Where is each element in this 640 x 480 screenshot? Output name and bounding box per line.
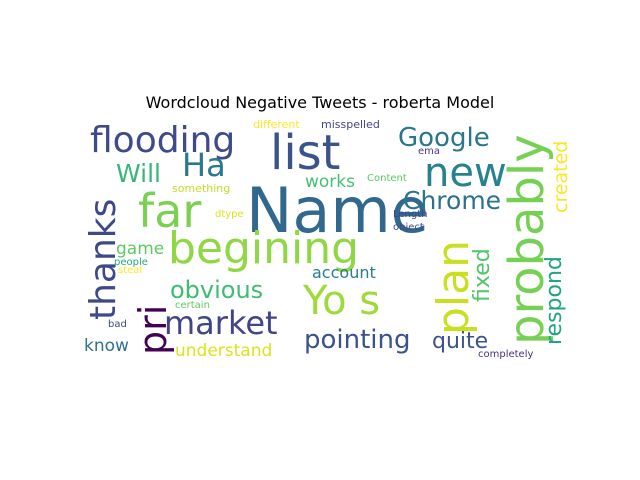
word: fixed bbox=[470, 248, 495, 302]
word: Google bbox=[398, 123, 490, 153]
word: begining bbox=[168, 223, 360, 274]
word: flooding bbox=[90, 120, 236, 161]
word: Length bbox=[393, 209, 428, 220]
word: obvious bbox=[170, 276, 264, 304]
word: object bbox=[393, 222, 424, 233]
word: Ha bbox=[182, 146, 226, 184]
word: new bbox=[424, 150, 507, 196]
word: certain bbox=[175, 300, 210, 311]
word: market bbox=[164, 304, 278, 342]
word: understand bbox=[175, 341, 273, 361]
word: different bbox=[253, 118, 300, 131]
word: misspelled bbox=[321, 118, 380, 131]
word: something bbox=[172, 182, 231, 195]
word: quite bbox=[432, 329, 489, 354]
word: steal bbox=[118, 265, 143, 276]
word: created bbox=[550, 140, 572, 213]
word: far bbox=[138, 184, 202, 238]
word: completely bbox=[478, 349, 534, 360]
word: works bbox=[305, 172, 355, 192]
word: dtype bbox=[215, 209, 244, 220]
word: pointing bbox=[304, 325, 411, 355]
word: ema bbox=[418, 146, 441, 157]
word: Yo s bbox=[303, 278, 381, 324]
word: respond bbox=[542, 256, 567, 345]
word: know bbox=[84, 336, 129, 356]
word: game bbox=[116, 239, 165, 259]
word: Will bbox=[116, 159, 162, 188]
word: Content bbox=[367, 173, 407, 184]
chart-title: Wordcloud Negative Tweets - roberta Mode… bbox=[145, 93, 495, 112]
word: people bbox=[114, 257, 148, 268]
word: list bbox=[270, 125, 341, 181]
word: bad bbox=[108, 319, 127, 330]
word: Chrome bbox=[403, 186, 502, 215]
word: account bbox=[312, 263, 376, 282]
wordcloud: Name begining list flooding far Ha Will … bbox=[80, 115, 576, 365]
word: Name bbox=[246, 174, 429, 247]
